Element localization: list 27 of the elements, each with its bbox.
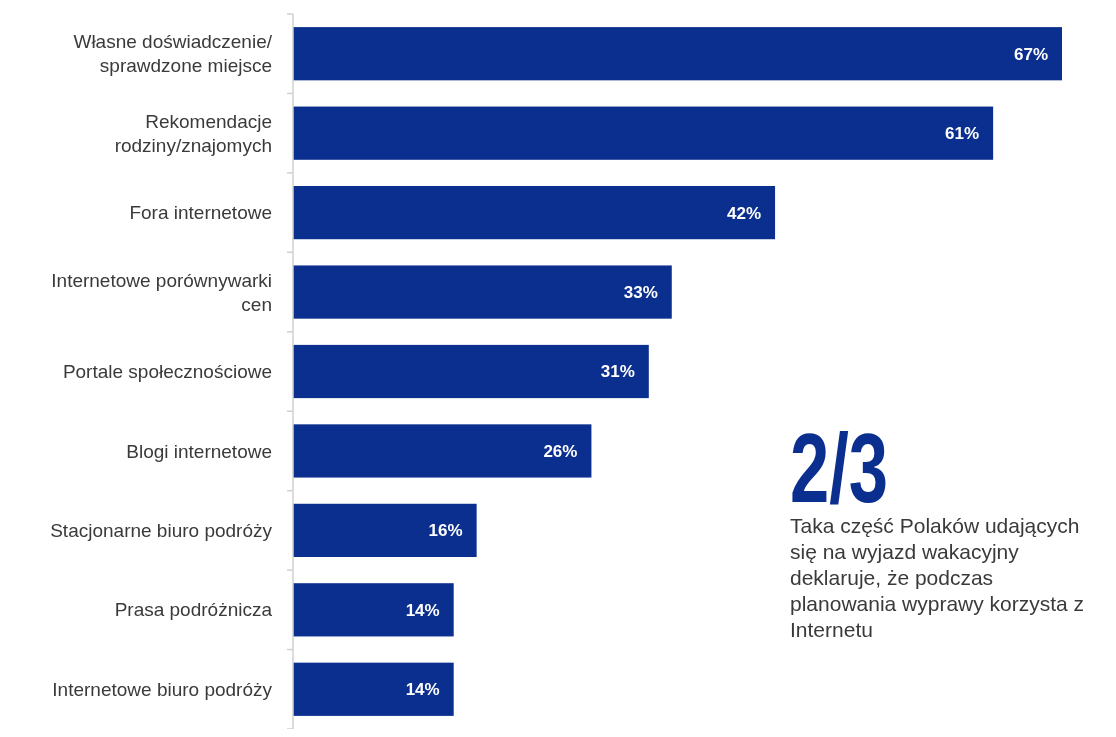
y-tick-label: Internetowe biuro podróży: [52, 678, 273, 700]
bar: [293, 186, 776, 240]
bar: [293, 583, 454, 637]
data-label: 61%: [945, 124, 980, 144]
y-tick-label: Portale społecznościowe: [62, 361, 272, 383]
y-tick-label: Blogi internetowe: [126, 440, 272, 462]
bar: [293, 503, 477, 557]
data-label: 33%: [623, 283, 658, 303]
y-tick-label: Prasa podróżnicza: [114, 599, 273, 621]
data-label: 42%: [727, 203, 762, 223]
data-label: 14%: [405, 680, 440, 700]
data-label: 14%: [405, 600, 440, 620]
bar: [293, 27, 1062, 81]
y-tick-label: Fora internetowe: [129, 202, 272, 224]
data-label: 67%: [1013, 44, 1048, 64]
y-tick-label: Internetowe porównywarki cen: [51, 269, 272, 315]
bar: [293, 106, 994, 160]
data-label: 26%: [543, 441, 578, 461]
bar: [293, 662, 454, 716]
bar: [293, 344, 649, 399]
bar: [293, 424, 592, 478]
data-label: 31%: [600, 362, 635, 382]
data-label: 16%: [428, 521, 463, 541]
y-tick-label: Rekomendacje rodziny/znajomych: [114, 110, 272, 156]
y-tick-label: Stacjonarne biuro podróży: [50, 520, 273, 542]
bar: [293, 265, 672, 319]
y-tick-label: Własne doświadczenie/ sprawdzone miejsce: [73, 31, 273, 77]
